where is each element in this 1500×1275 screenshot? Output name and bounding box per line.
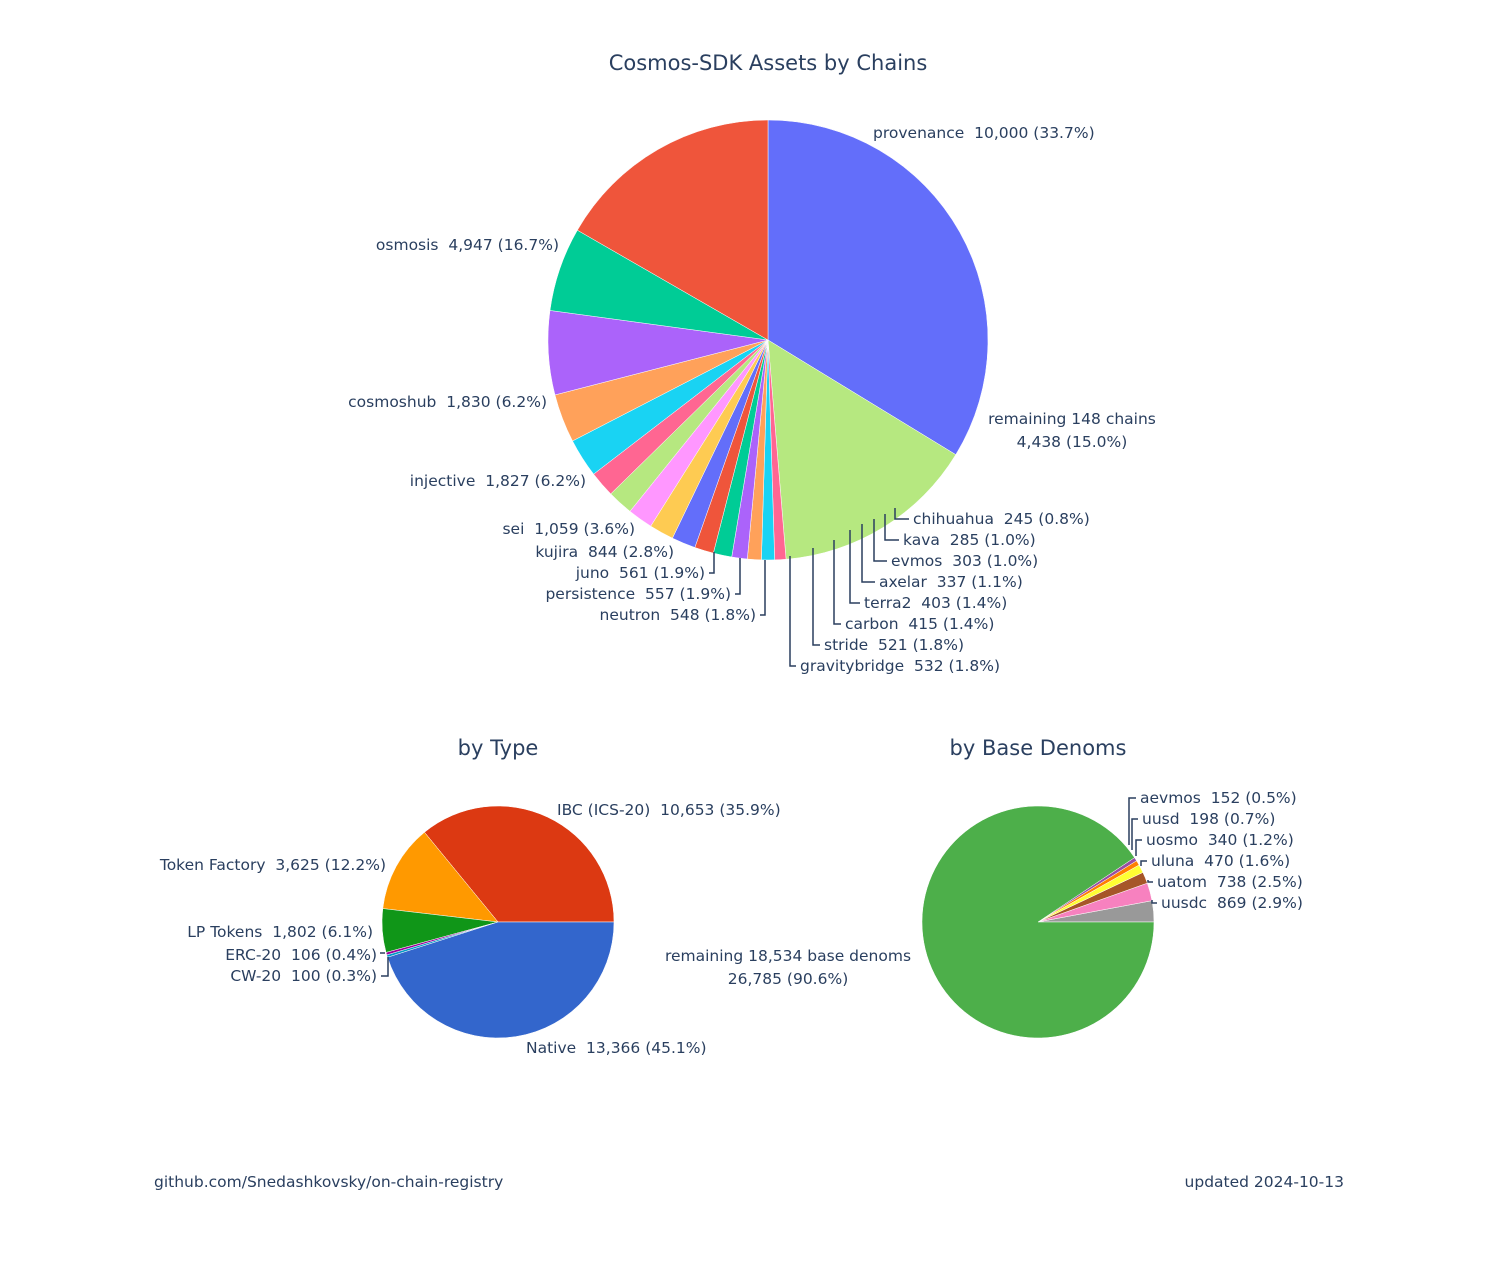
slice-label-kava: kava 285 (1.0%) — [903, 531, 1036, 549]
slice-label-erc-20: ERC-20 106 (0.4%) — [225, 946, 377, 964]
slice-label-ibc-ics-20: IBC (ICS-20) 10,653 (35.9%) — [557, 801, 781, 819]
leader-line — [1151, 900, 1157, 904]
slice-label-kujira: kujira 844 (2.8%) — [535, 543, 674, 561]
leader-line — [861, 524, 875, 583]
pie-type — [381, 805, 615, 1039]
pie-slice-remaining-18-534-base-denoms[interactable] — [921, 805, 1155, 1039]
footer-updated: updated 2024-10-13 — [1185, 1173, 1344, 1191]
slice-label-cw-20: CW-20 100 (0.3%) — [230, 967, 377, 985]
pie-slice-provenance[interactable] — [767, 119, 989, 455]
leader-line — [894, 508, 909, 520]
pie-slice-native[interactable] — [387, 921, 615, 1039]
slice-label-uusd: uusd 198 (0.7%) — [1142, 810, 1275, 828]
leader-line — [812, 548, 820, 646]
leader-line — [789, 556, 796, 667]
slice-label-uosmo: uosmo 340 (1.2%) — [1146, 831, 1294, 849]
pie-slice-token-factory[interactable] — [382, 831, 499, 923]
chart-title-chains: Cosmos-SDK Assets by Chains — [609, 51, 928, 75]
pie-slice-osmosis[interactable] — [577, 119, 769, 341]
slice-label-chihuahua: chihuahua 245 (0.8%) — [913, 510, 1090, 528]
slice-label-neutron: neutron 548 (1.8%) — [600, 606, 756, 624]
pie-base-denoms — [921, 805, 1155, 1039]
slice-label-provenance: provenance 10,000 (33.7%) — [873, 124, 1095, 142]
pie-slice-remaining-148-chains[interactable] — [767, 339, 957, 560]
slice-label-lp-tokens: LP Tokens 1,802 (6.1%) — [187, 923, 373, 941]
slice-label-axelar: axelar 337 (1.1%) — [879, 573, 1023, 591]
footer-source: github.com/Snedashkovsky/on-chain-regist… — [154, 1173, 503, 1191]
slice-label-carbon: carbon 415 (1.4%) — [845, 615, 994, 633]
slice-labels: provenance 10,000 (33.7%) remaining 148 c… — [159, 124, 1303, 1057]
slice-label-stride: stride 521 (1.8%) — [824, 636, 964, 654]
slice-label-cosmoshub: cosmoshub 1,830 (6.2%) — [348, 393, 547, 411]
slice-label-gravitybridge: gravitybridge 532 (1.8%) — [800, 657, 1000, 675]
slice-label-remaining-148-chains: remaining 148 chains 4,438 (15.0%) — [988, 410, 1156, 451]
slice-label-sei: sei 1,059 (3.6%) — [502, 520, 635, 538]
leader-line — [849, 530, 860, 604]
leader-line — [735, 558, 741, 595]
slice-label-token-factory: Token Factory 3,625 (12.2%) — [159, 856, 386, 874]
leader-line — [1147, 880, 1153, 883]
slice-label-persistence: persistence 557 (1.9%) — [545, 585, 731, 603]
slice-label-injective: injective 1,827 (6.2%) — [410, 472, 586, 490]
leader-line — [1131, 818, 1138, 850]
chart-title-type: by Type — [458, 736, 539, 760]
slice-label-aevmos: aevmos 152 (0.5%) — [1140, 789, 1297, 807]
leader-line — [833, 540, 841, 625]
leader-line — [381, 957, 389, 977]
leader-line — [884, 514, 899, 541]
slice-label-remaining-18-534-base-denoms: remaining 18,534 base denoms 26,785 (90.6… — [665, 947, 911, 988]
slice-label-terra2: terra2 403 (1.4%) — [864, 594, 1007, 612]
leader-line — [1135, 839, 1142, 856]
label-leader-lines — [380, 508, 1157, 977]
leader-line — [760, 560, 766, 616]
pie-chains — [547, 119, 989, 561]
slice-label-evmos: evmos 303 (1.0%) — [891, 552, 1038, 570]
slice-label-uusdc: uusdc 869 (2.9%) — [1161, 894, 1303, 912]
chart-title-base-denoms: by Base Denoms — [950, 736, 1127, 760]
leader-line — [709, 552, 715, 574]
slice-label-uatom: uatom 738 (2.5%) — [1157, 873, 1303, 891]
slice-label-uluna: uluna 470 (1.6%) — [1151, 852, 1290, 870]
leader-line — [1128, 797, 1136, 845]
slice-label-native: Native 13,366 (45.1%) — [526, 1039, 707, 1057]
pie-slice-ibc-ics-20[interactable] — [424, 805, 615, 923]
slice-label-juno: juno 561 (1.9%) — [575, 564, 705, 582]
leader-line — [1140, 860, 1147, 866]
leader-line — [873, 519, 887, 562]
slice-label-osmosis: osmosis 4,947 (16.7%) — [376, 236, 559, 254]
